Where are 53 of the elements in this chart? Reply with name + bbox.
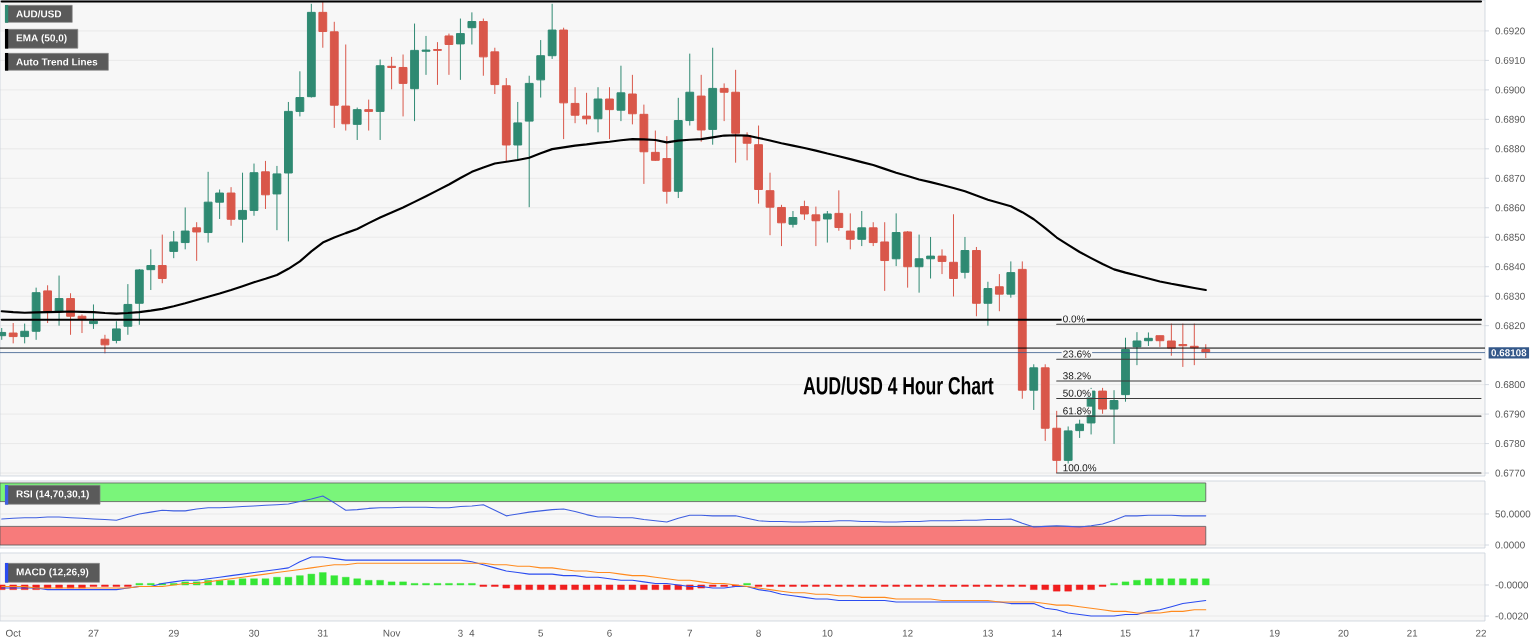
y-tick-label: 0.6830 <box>1495 292 1525 300</box>
ref-line-label: 0.68108 <box>1491 349 1527 357</box>
y-tick-label: 0.6840 <box>1495 263 1525 271</box>
x-tick-label: 14 <box>1051 629 1062 637</box>
legend-label: EMA (50,0) <box>16 34 67 44</box>
x-tick-label: 13 <box>983 629 993 637</box>
x-tick-label: 7 <box>687 629 693 637</box>
y-tick-label: 0.6780 <box>1495 440 1525 448</box>
legend-label: Auto Trend Lines <box>16 58 98 66</box>
x-tick-label: 4 <box>469 629 475 637</box>
x-tick-label: 21 <box>1407 629 1418 637</box>
x-tick-label: 15 <box>1120 629 1131 637</box>
x-tick-label: 17 <box>1189 629 1200 637</box>
y-tick-label: -0.0000 <box>1495 581 1529 589</box>
x-tick-label: 30 <box>248 629 260 637</box>
annotation: 38.2% <box>1063 372 1091 380</box>
legend-label: AUD/USD <box>16 10 62 18</box>
x-tick-label: 31 <box>317 629 328 637</box>
legend-label: MACD (12,26,9) <box>16 568 89 578</box>
y-tick-label: 0.6820 <box>1495 322 1525 330</box>
text: AUD/USD 4 Hour Chart <box>803 376 994 395</box>
y-tick-label: 0.6880 <box>1495 145 1525 153</box>
y-tick-label: 0.0000 <box>1495 541 1525 549</box>
x-tick-label: Oct <box>5 629 21 637</box>
x-tick-label: 29 <box>168 629 179 637</box>
y-tick-label: 0.6910 <box>1495 56 1525 64</box>
x-tick-label: 6 <box>607 629 612 637</box>
x-tick-label: 20 <box>1338 629 1349 637</box>
x-tick-label: 22 <box>1475 629 1486 637</box>
x-tick-label: 5 <box>538 629 544 637</box>
y-tick-label: 50.0000 <box>1495 510 1531 518</box>
x-tick-label: 8 <box>756 629 761 637</box>
y-tick-label: 0.6800 <box>1495 381 1525 389</box>
y-tick-label: 0.6920 <box>1495 27 1525 35</box>
y-tick-label: 0.6860 <box>1495 204 1525 212</box>
annotation: 100.0% <box>1063 464 1097 472</box>
x-tick-label: 27 <box>88 629 99 637</box>
annotation: 23.6% <box>1063 350 1091 358</box>
y-tick-label: 0.6790 <box>1495 410 1525 418</box>
x-tick-label: 19 <box>1269 629 1280 637</box>
x-tick-label: 3 <box>458 629 463 637</box>
y-tick-label: 0.6890 <box>1495 115 1525 123</box>
x-tick-label: Nov <box>383 629 401 637</box>
annotation: 50.0% <box>1063 389 1091 397</box>
x-tick-label: 10 <box>822 629 833 637</box>
y-tick-label: 0.6850 <box>1495 233 1525 241</box>
y-tick-label: 0.6870 <box>1495 174 1525 182</box>
y-tick-label: 0.6770 <box>1495 469 1525 477</box>
legend-label: RSI (14,70,30,1) <box>16 490 89 500</box>
y-tick-label: 0.6900 <box>1495 86 1525 94</box>
y-tick-label: -0.0020 <box>1495 612 1529 620</box>
x-tick-label: 12 <box>902 629 913 637</box>
annotation: 61.8% <box>1063 407 1091 415</box>
